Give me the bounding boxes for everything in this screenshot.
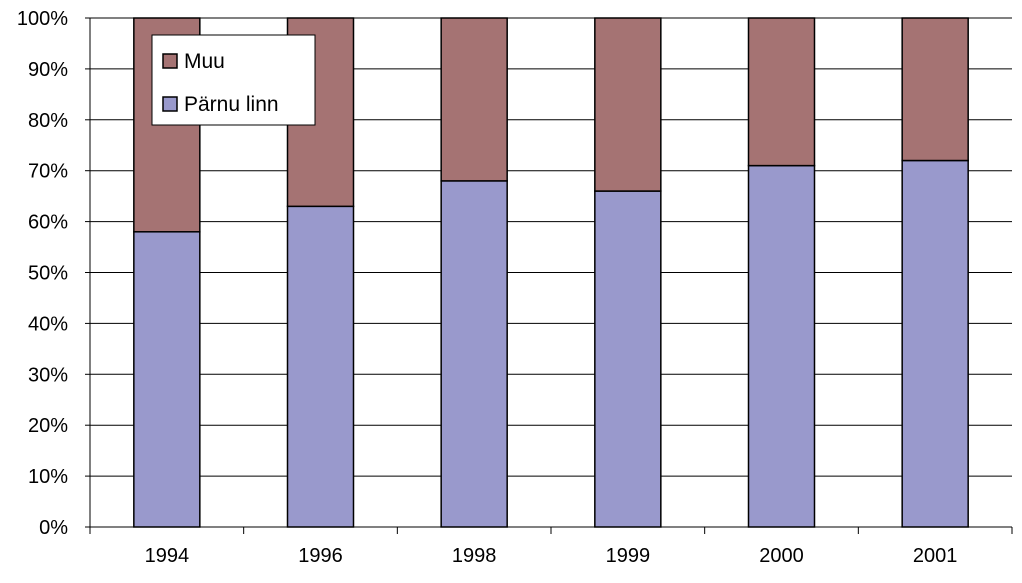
bar-muu-1999 [594, 17, 662, 192]
y-tick-label: 50% [28, 263, 68, 285]
y-tick-label: 90% [28, 59, 68, 81]
bar-muu-2000 [747, 17, 816, 167]
y-tick-label: 10% [28, 466, 68, 488]
bar-muu-1998 [440, 17, 508, 182]
bar-muu-2001 [901, 17, 969, 162]
x-tick-label: 2001 [913, 545, 958, 567]
bars [133, 17, 969, 528]
legend: Muu Pärnu linn [151, 34, 316, 126]
y-tick-label: 40% [28, 313, 68, 335]
legend-label-parnu-linn: Pärnu linn [184, 93, 279, 116]
y-tick-label: 100% [17, 8, 68, 30]
bar-parnu-linn-1998 [440, 180, 508, 528]
y-tick-label: 30% [28, 364, 68, 386]
y-axis-ticks: 0% 10% 20% 30% 40% 50% 60% 70% 80% 90% 100% [17, 8, 90, 539]
bar-parnu-linn-2000 [747, 164, 816, 528]
y-tick-label: 70% [28, 161, 68, 183]
x-tick-label: 1999 [606, 545, 651, 567]
bar-parnu-linn-1996 [286, 205, 355, 528]
x-tick-label: 1998 [452, 545, 497, 567]
legend-swatch-muu [162, 53, 178, 69]
y-tick-label: 20% [28, 415, 68, 437]
y-tick-label: 60% [28, 212, 68, 234]
bar-parnu-linn-1999 [594, 190, 662, 528]
legend-label-muu: Muu [184, 50, 225, 73]
y-tick-label: 0% [39, 517, 68, 539]
legend-swatch-parnu-linn [162, 96, 178, 112]
x-tick-label: 1994 [145, 545, 190, 567]
x-tick-label: 1996 [298, 545, 343, 567]
x-axis-ticks: 1994 1996 1998 1999 2000 2001 [89, 527, 1013, 567]
x-tick-label: 2000 [759, 545, 804, 567]
bar-parnu-linn-1994 [133, 231, 201, 528]
legend-box [151, 34, 316, 126]
y-tick-label: 80% [28, 110, 68, 132]
bar-parnu-linn-2001 [901, 159, 969, 528]
gridlines [90, 17, 1012, 528]
